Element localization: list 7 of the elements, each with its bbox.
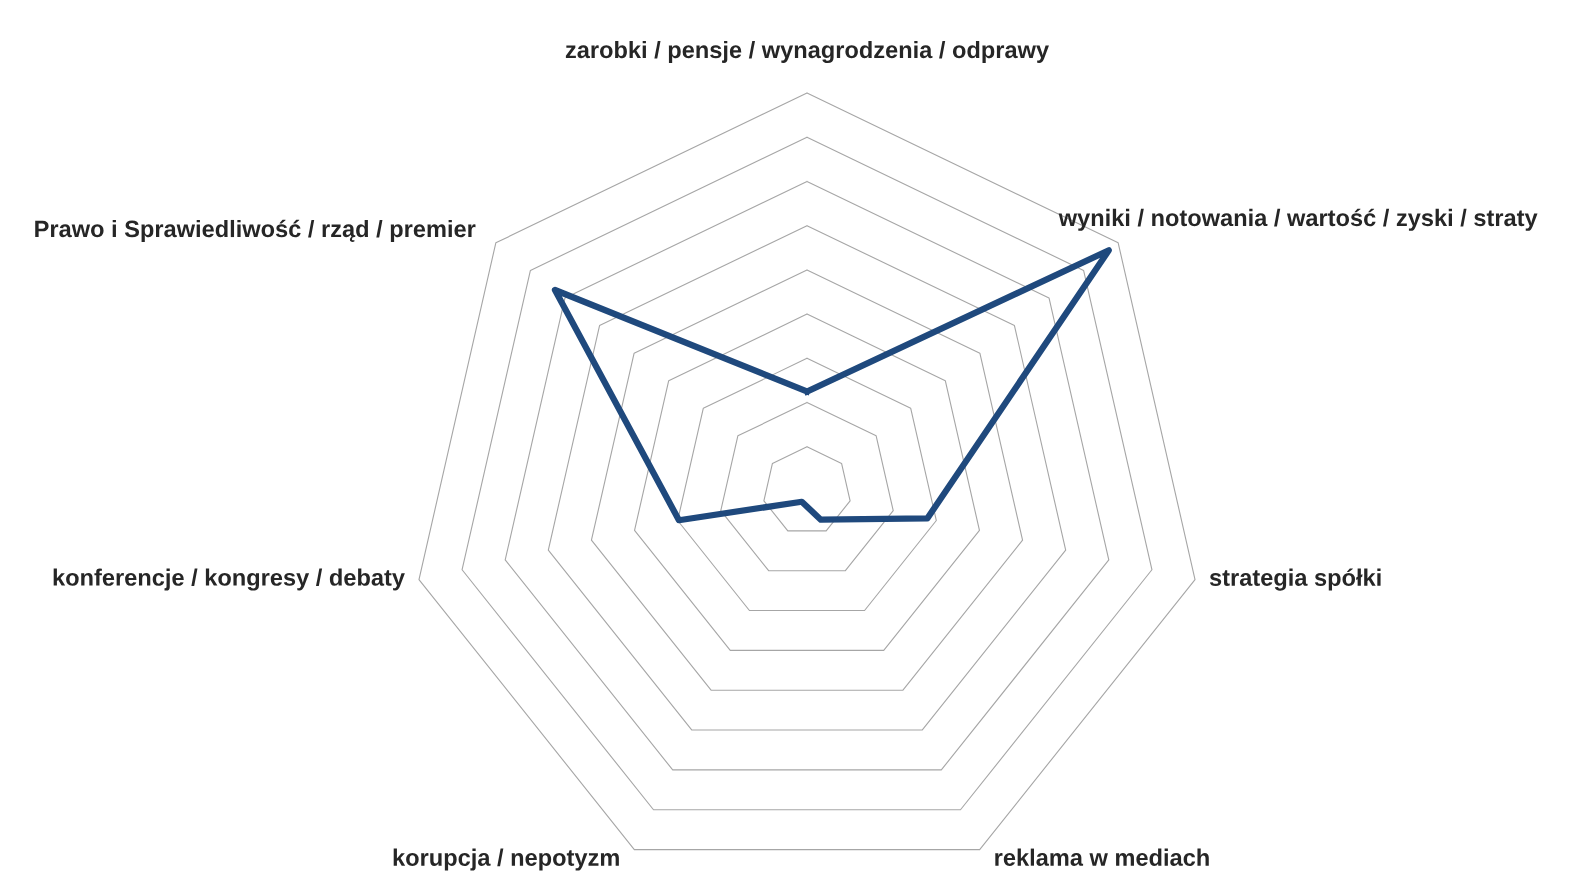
- spoke-label: zarobki / pensje / wynagrodzenia / odprawy: [565, 40, 1049, 63]
- spoke-label: korupcja / nepotyzm: [393, 848, 619, 871]
- spoke-label: Prawo i Sprawiedliwość / rząd / premier: [35, 219, 476, 242]
- spoke-label: konferencje / kongresy / debaty: [53, 568, 405, 591]
- spoke-label: wyniki / notowania / wartość / zyski / straty: [1058, 208, 1538, 231]
- spoke-label: reklama w mediach: [995, 848, 1209, 866]
- spoke-label: strategia spółki: [1209, 568, 1381, 591]
